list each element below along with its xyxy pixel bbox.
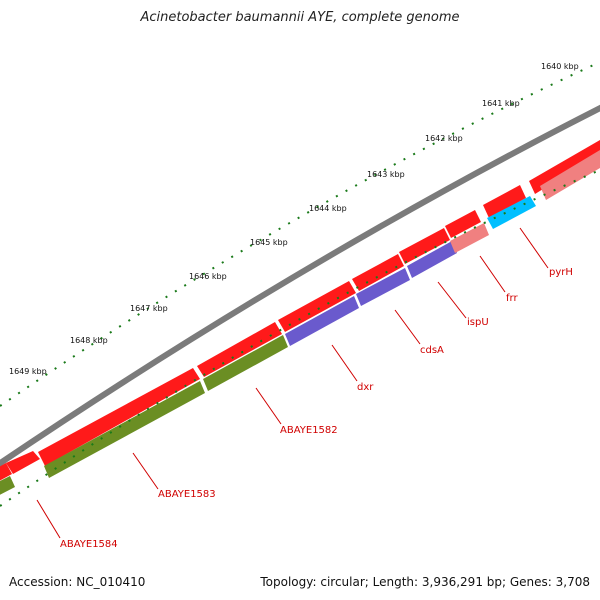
gene-ABAYE1583[interactable] — [44, 381, 205, 478]
genome-info-text: Topology: circular; Length: 3,936,291 bp… — [260, 575, 590, 589]
gene-label-ABAYE1584[interactable]: ABAYE1584 — [60, 539, 118, 550]
gene-label-group: pyrH frr ispU cdsA dxr ABAYE1582 ABAYE15… — [60, 267, 573, 550]
kbp-labels: 1640 kbp 1641 kbp 1642 kbp 1643 kbp 1644… — [9, 62, 579, 376]
kbp-label: 1644 kbp — [309, 204, 347, 213]
gene-ispU[interactable] — [407, 241, 457, 278]
gene-outer-8[interactable] — [445, 210, 481, 238]
outer-strand-genes — [0, 140, 600, 486]
kbp-label: 1647 kbp — [130, 304, 168, 313]
gene-outer-4[interactable] — [197, 322, 282, 377]
gene-frr[interactable] — [450, 223, 489, 253]
gene-outer-9[interactable] — [483, 185, 526, 218]
map-title: Acinetobacter baumannii AYE, complete ge… — [140, 10, 460, 25]
gene-label-cdsA[interactable]: cdsA — [420, 345, 444, 356]
gene-outer-3[interactable] — [38, 368, 200, 466]
kbp-label: 1640 kbp — [541, 62, 579, 71]
gene-ABAYE1582[interactable] — [203, 335, 288, 391]
kbp-label: 1643 kbp — [367, 170, 405, 179]
inner-strand-genes — [0, 150, 600, 500]
kbp-label: 1645 kbp — [250, 238, 288, 247]
gene-outer-10[interactable] — [529, 140, 600, 194]
gene-label-ABAYE1583[interactable]: ABAYE1583 — [158, 489, 216, 500]
outer-tick-track — [0, 61, 600, 407]
gene-label-pyrH[interactable]: pyrH — [549, 267, 573, 278]
kbp-label: 1648 kbp — [70, 336, 108, 345]
gene-outer-1[interactable] — [0, 463, 12, 486]
kbp-label: 1649 kbp — [9, 367, 47, 376]
accession-text: Accession: NC_010410 — [9, 575, 146, 589]
gene-label-ABAYE1582[interactable]: ABAYE1582 — [280, 425, 338, 436]
gene-outer-2[interactable] — [6, 451, 40, 474]
gene-dxr[interactable] — [285, 296, 359, 346]
inner-tick-track — [0, 169, 600, 507]
gene-label-ispU[interactable]: ispU — [467, 317, 489, 328]
genome-backbone — [0, 104, 600, 467]
gene-cdsA[interactable] — [356, 268, 410, 306]
kbp-label: 1641 kbp — [482, 99, 520, 108]
gene-inner-right[interactable] — [540, 150, 600, 200]
gene-outer-7[interactable] — [399, 228, 450, 264]
kbp-label: 1642 kbp — [425, 134, 463, 143]
gene-ABAYE1584[interactable] — [0, 476, 15, 500]
gene-label-dxr[interactable]: dxr — [357, 382, 374, 393]
gene-label-frr[interactable]: frr — [506, 293, 518, 304]
gene-leaders — [36, 227, 549, 539]
gene-outer-5[interactable] — [278, 281, 356, 332]
kbp-label: 1646 kbp — [189, 272, 227, 281]
gene-outer-6[interactable] — [352, 254, 404, 291]
